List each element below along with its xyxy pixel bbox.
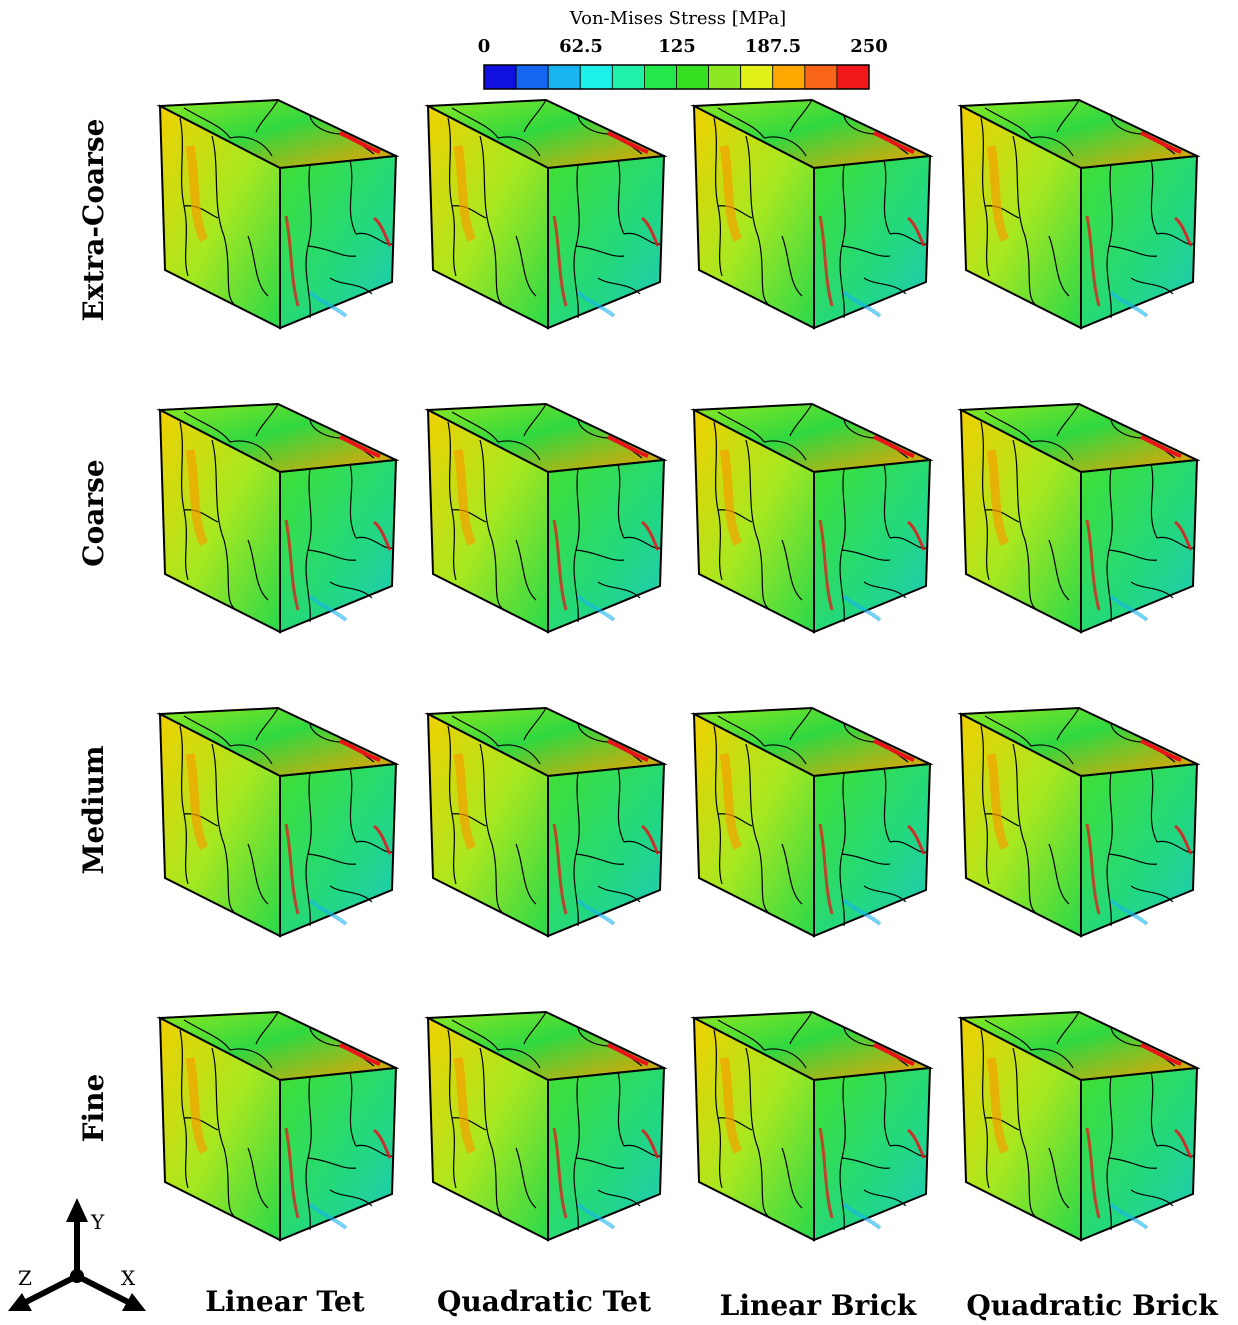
colorbar-ticks: 0 62.5 125 187.5 250 (478, 36, 888, 57)
row-labels: Extra-Coarse Coarse Medium Fine (77, 119, 110, 1143)
colorbar-cell (772, 64, 806, 90)
cube-medium-quadratic-brick (961, 708, 1197, 936)
colorbar-cell (579, 64, 613, 90)
axis-label-z: Z (18, 1266, 32, 1290)
colorbar-cell (708, 64, 742, 90)
axis-label-x: X (121, 1266, 136, 1290)
colorbar-cell (611, 64, 645, 90)
row-label-coarse: Coarse (77, 459, 110, 566)
cube-fine-quadratic-brick (961, 1012, 1197, 1240)
row-label-medium: Medium (77, 745, 110, 874)
row-label-extra-coarse: Extra-Coarse (77, 119, 110, 322)
column-label-quadratic-tet: Quadratic Tet (437, 1285, 651, 1318)
colorbar: Von-Mises Stress [MPa] 0 62.5 125 187.5 … (478, 8, 888, 90)
y-arrowhead-icon (66, 1198, 88, 1222)
colorbar-cell (836, 64, 870, 90)
colorbar-frame (483, 64, 870, 90)
x-arrowhead-icon (122, 1293, 146, 1311)
cube-coarse-linear-tet (160, 404, 396, 632)
cube-extra-coarse-quadratic-brick (961, 100, 1197, 328)
colorbar-tick: 187.5 (745, 36, 801, 57)
colorbar-cell (676, 64, 709, 90)
origin-dot (70, 1269, 84, 1283)
colorbar-cell (804, 64, 838, 90)
cube-coarse-linear-brick (694, 404, 930, 632)
colorbar-title: Von-Mises Stress [MPa] (569, 8, 786, 29)
cube-medium-linear-tet (160, 708, 396, 936)
colorbar-cells (483, 64, 870, 90)
cube-medium-quadratic-tet (428, 708, 664, 936)
colorbar-tick: 250 (850, 36, 888, 57)
column-label-quadratic-brick: Quadratic Brick (966, 1289, 1218, 1322)
colorbar-tick: 62.5 (559, 36, 603, 57)
row-label-fine: Fine (77, 1074, 110, 1143)
colorbar-tick: 125 (658, 36, 696, 57)
z-arrowhead-icon (8, 1293, 32, 1311)
cube-coarse-quadratic-tet (428, 404, 664, 632)
colorbar-cell (740, 64, 774, 90)
colorbar-tick: 0 (478, 36, 491, 57)
column-label-linear-tet: Linear Tet (205, 1285, 365, 1318)
column-label-linear-brick: Linear Brick (720, 1289, 917, 1322)
x-axis-arrow (75, 1273, 132, 1306)
colorbar-cell (547, 64, 581, 90)
cube-fine-linear-brick (694, 1012, 930, 1240)
column-labels: Linear Tet Quadratic Tet Linear Brick Qu… (205, 1285, 1218, 1322)
cube-medium-linear-brick (694, 708, 930, 936)
cube-fine-quadratic-tet (428, 1012, 664, 1240)
cube-grid (160, 100, 1197, 1240)
z-axis-arrow (22, 1273, 79, 1306)
cube-extra-coarse-linear-brick (694, 100, 930, 328)
cube-extra-coarse-quadratic-tet (428, 100, 664, 328)
colorbar-cell (515, 64, 549, 90)
colorbar-cell (483, 64, 517, 90)
cube-extra-coarse-linear-tet (160, 100, 396, 328)
cube-fine-linear-tet (160, 1012, 396, 1240)
cube-coarse-quadratic-brick (961, 404, 1197, 632)
axis-triad: Y X Z (8, 1198, 146, 1311)
axis-label-y: Y (90, 1210, 105, 1234)
colorbar-cell (644, 64, 677, 90)
